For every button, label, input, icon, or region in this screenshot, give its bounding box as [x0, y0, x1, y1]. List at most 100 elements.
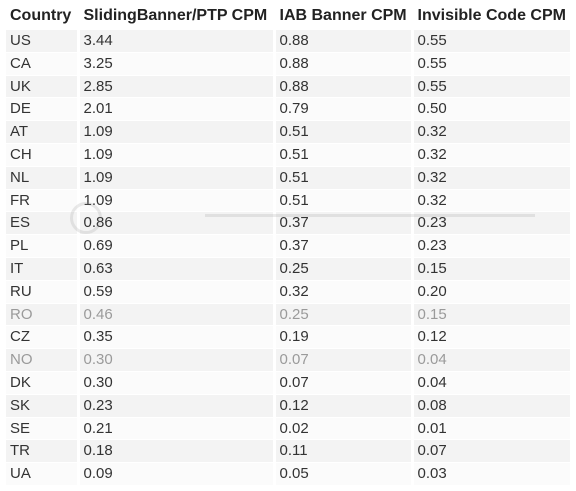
cell-sliding-banner-cpm: 2.85	[76, 75, 274, 99]
cell-sliding-banner-cpm: 0.35	[76, 325, 274, 350]
table-row: CZ 0.35 0.19 0.12	[6, 325, 570, 350]
table-row: UK 2.85 0.88 0.55	[6, 75, 570, 99]
header-iab-banner-cpm: IAB Banner CPM	[272, 2, 412, 30]
cell-sliding-banner-cpm: 1.09	[76, 143, 274, 167]
table-body: US 3.44 0.88 0.55 CA 3.25 0.88 0.55 UK 2.85 0.88 0.…	[6, 29, 570, 486]
cell-sliding-banner-cpm: 3.25	[76, 52, 274, 76]
cell-iab-banner-cpm: 0.88	[272, 75, 412, 99]
cell-country: DE	[6, 97, 78, 122]
table-row: PL 0.69 0.37 0.23	[6, 234, 570, 258]
cell-sliding-banner-cpm: 1.09	[76, 120, 274, 144]
table-row: ES 0.86 0.37 0.23	[6, 211, 570, 236]
cell-country: ES	[6, 211, 78, 236]
cell-sliding-banner-cpm: 2.01	[76, 97, 274, 122]
cell-invisible-code-cpm: 0.15	[410, 303, 570, 327]
cell-invisible-code-cpm: 0.23	[410, 234, 570, 258]
cell-invisible-code-cpm: 0.12	[410, 325, 570, 350]
cell-iab-banner-cpm: 0.11	[272, 439, 412, 464]
cell-invisible-code-cpm: 0.55	[410, 29, 570, 53]
cell-iab-banner-cpm: 0.88	[272, 52, 412, 76]
cell-iab-banner-cpm: 0.51	[272, 143, 412, 167]
table-row: IT 0.63 0.25 0.15	[6, 257, 570, 281]
cell-iab-banner-cpm: 0.07	[272, 371, 412, 395]
cell-sliding-banner-cpm: 1.09	[76, 166, 274, 190]
cell-country: US	[6, 29, 78, 53]
cell-country: TR	[6, 439, 78, 464]
cell-invisible-code-cpm: 0.32	[410, 120, 570, 144]
cell-iab-banner-cpm: 0.19	[272, 325, 412, 350]
cell-iab-banner-cpm: 0.88	[272, 29, 412, 53]
cell-invisible-code-cpm: 0.32	[410, 189, 570, 213]
table-row: UA 0.09 0.05 0.03	[6, 462, 570, 486]
header-sliding-banner-cpm: SlidingBanner/PTP CPM	[76, 2, 274, 30]
cell-country: NO	[6, 348, 78, 372]
cell-country: SE	[6, 417, 78, 441]
cell-sliding-banner-cpm: 0.30	[76, 348, 274, 372]
table-row: SE 0.21 0.02 0.01	[6, 417, 570, 441]
cell-invisible-code-cpm: 0.32	[410, 166, 570, 190]
table-row: CH 1.09 0.51 0.32	[6, 143, 570, 167]
table-row: DK 0.30 0.07 0.04	[6, 371, 570, 395]
header-invisible-code-cpm: Invisible Code CPM	[410, 2, 570, 30]
cell-sliding-banner-cpm: 0.09	[76, 462, 274, 486]
cell-country: SK	[6, 394, 78, 418]
cell-sliding-banner-cpm: 1.09	[76, 189, 274, 213]
cell-country: CA	[6, 52, 78, 76]
cell-iab-banner-cpm: 0.51	[272, 189, 412, 213]
cell-sliding-banner-cpm: 0.30	[76, 371, 274, 395]
table-row: DE 2.01 0.79 0.50	[6, 97, 570, 122]
cell-iab-banner-cpm: 0.51	[272, 120, 412, 144]
cell-iab-banner-cpm: 0.25	[272, 303, 412, 327]
cell-iab-banner-cpm: 0.32	[272, 280, 412, 304]
cell-country: CZ	[6, 325, 78, 350]
cell-country: FR	[6, 189, 78, 213]
cell-country: UK	[6, 75, 78, 99]
table-row: US 3.44 0.88 0.55	[6, 29, 570, 53]
cell-iab-banner-cpm: 0.51	[272, 166, 412, 190]
cell-iab-banner-cpm: 0.25	[272, 257, 412, 281]
cell-sliding-banner-cpm: 0.21	[76, 417, 274, 441]
table-row: AT 1.09 0.51 0.32	[6, 120, 570, 144]
cell-country: DK	[6, 371, 78, 395]
cell-country: IT	[6, 257, 78, 281]
table-row: NO 0.30 0.07 0.04	[6, 348, 570, 372]
cell-sliding-banner-cpm: 0.86	[76, 211, 274, 236]
cell-iab-banner-cpm: 0.07	[272, 348, 412, 372]
cell-country: RO	[6, 303, 78, 327]
table-row: RU 0.59 0.32 0.20	[6, 280, 570, 304]
cell-invisible-code-cpm: 0.55	[410, 52, 570, 76]
cell-country: NL	[6, 166, 78, 190]
cell-iab-banner-cpm: 0.37	[272, 234, 412, 258]
cell-invisible-code-cpm: 0.23	[410, 211, 570, 236]
cell-sliding-banner-cpm: 0.18	[76, 439, 274, 464]
cell-invisible-code-cpm: 0.04	[410, 371, 570, 395]
cell-iab-banner-cpm: 0.37	[272, 211, 412, 236]
cell-invisible-code-cpm: 0.20	[410, 280, 570, 304]
cell-invisible-code-cpm: 0.04	[410, 348, 570, 372]
cell-invisible-code-cpm: 0.50	[410, 97, 570, 122]
cell-iab-banner-cpm: 0.05	[272, 462, 412, 486]
cell-invisible-code-cpm: 0.55	[410, 75, 570, 99]
cell-sliding-banner-cpm: 0.46	[76, 303, 274, 327]
cell-country: CH	[6, 143, 78, 167]
cell-sliding-banner-cpm: 3.44	[76, 29, 274, 53]
cell-country: PL	[6, 234, 78, 258]
cell-iab-banner-cpm: 0.02	[272, 417, 412, 441]
table-row: CA 3.25 0.88 0.55	[6, 52, 570, 76]
cell-sliding-banner-cpm: 0.23	[76, 394, 274, 418]
cell-country: RU	[6, 280, 78, 304]
cell-invisible-code-cpm: 0.15	[410, 257, 570, 281]
cell-iab-banner-cpm: 0.79	[272, 97, 412, 122]
table-row: FR 1.09 0.51 0.32	[6, 189, 570, 213]
header-country: Country	[6, 2, 78, 30]
cell-invisible-code-cpm: 0.07	[410, 439, 570, 464]
cell-invisible-code-cpm: 0.08	[410, 394, 570, 418]
cell-invisible-code-cpm: 0.01	[410, 417, 570, 441]
table-row: TR 0.18 0.11 0.07	[6, 439, 570, 464]
cell-country: UA	[6, 462, 78, 486]
table-row: SK 0.23 0.12 0.08	[6, 394, 570, 418]
cell-sliding-banner-cpm: 0.59	[76, 280, 274, 304]
table-row: RO 0.46 0.25 0.15	[6, 303, 570, 327]
cpm-table: Country SlidingBanner/PTP CPM IAB Banner…	[6, 2, 570, 486]
cell-invisible-code-cpm: 0.32	[410, 143, 570, 167]
